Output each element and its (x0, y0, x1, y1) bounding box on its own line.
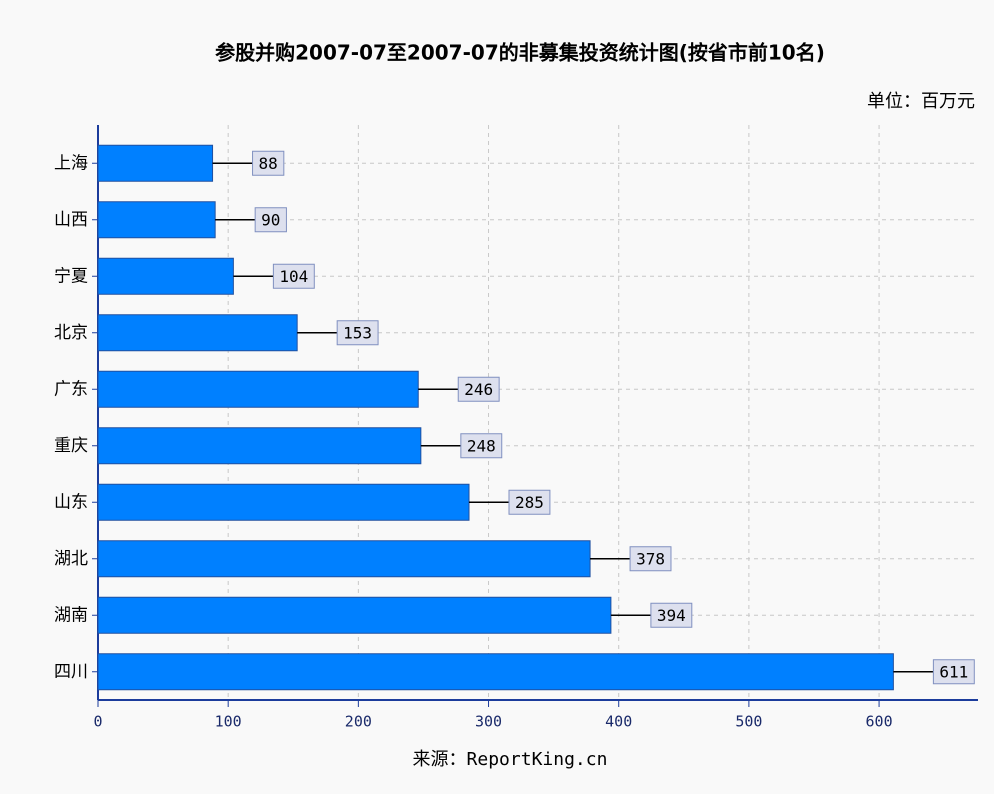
value-label: 285 (515, 493, 544, 512)
y-tick-label: 宁夏 (54, 266, 88, 286)
y-tick-label: 重庆 (54, 436, 88, 456)
value-label: 90 (261, 210, 280, 229)
y-tick-label: 四川 (54, 662, 88, 682)
value-label-box (272, 263, 315, 289)
value-label: 104 (279, 267, 308, 286)
y-tick-label: 广东 (54, 379, 88, 399)
value-label: 88 (259, 154, 278, 173)
value-label-box (650, 602, 693, 628)
y-tick-label: 湖北 (54, 549, 88, 569)
y-tick-label: 上海 (54, 153, 88, 173)
value-label-box (508, 489, 551, 515)
bar (97, 653, 894, 691)
x-axis-title: 来源：ReportKing.cn (413, 749, 608, 770)
value-label-box (932, 659, 975, 685)
value-label-box (460, 433, 503, 459)
value-label: 248 (467, 436, 496, 455)
bar (97, 201, 216, 239)
bar (97, 257, 234, 295)
value-label: 394 (657, 606, 686, 625)
value-label: 246 (464, 380, 493, 399)
bar (97, 370, 419, 408)
bar (97, 596, 612, 634)
value-label: 153 (343, 323, 372, 342)
y-tick-label: 山西 (54, 210, 88, 230)
value-label-box (629, 546, 672, 572)
value-label-box (254, 207, 287, 233)
x-tick-label: 0 (93, 713, 102, 731)
value-label-box (457, 376, 500, 402)
bar (97, 483, 470, 521)
chart-title: 参股并购2007-07至2007-07的非募集投资统计图(按省市前10名) (215, 41, 825, 65)
x-tick-label: 600 (866, 713, 893, 731)
x-tick-label: 400 (605, 713, 632, 731)
y-tick-label: 山东 (54, 492, 88, 512)
value-label-box (252, 150, 285, 176)
x-tick-label: 200 (345, 713, 372, 731)
bar (97, 144, 214, 182)
value-label: 378 (636, 549, 665, 568)
y-tick-label: 湖南 (54, 605, 88, 625)
bar (97, 540, 591, 578)
x-tick-label: 100 (215, 713, 242, 731)
value-label: 611 (939, 662, 968, 681)
unit-label: 单位：百万元 (867, 91, 975, 112)
value-label-box (336, 320, 379, 346)
y-tick-label: 北京 (54, 323, 88, 343)
x-tick-label: 300 (475, 713, 502, 731)
bar (97, 427, 422, 465)
x-tick-label: 500 (735, 713, 762, 731)
bar (97, 314, 298, 352)
